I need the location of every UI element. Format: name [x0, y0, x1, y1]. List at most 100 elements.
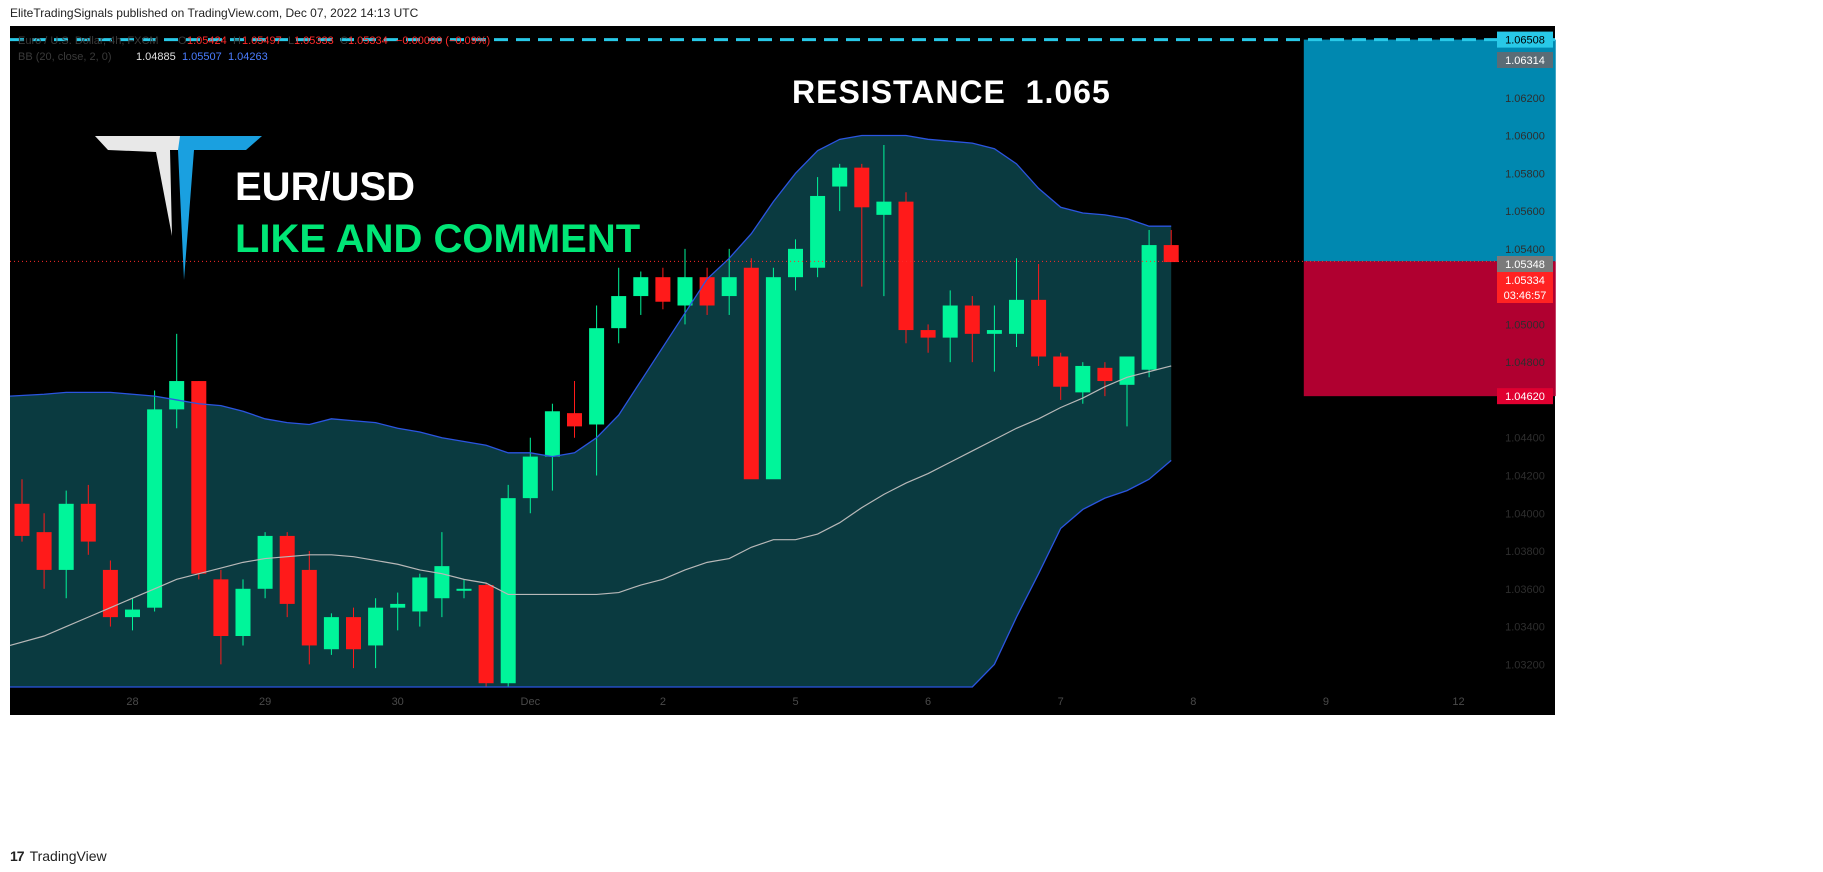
candle-body — [235, 588, 251, 637]
time-tick-label: 9 — [1323, 696, 1329, 708]
candle-body — [301, 569, 317, 646]
bollinger-upper-line — [9, 134, 1172, 458]
candle-body — [986, 330, 1002, 334]
legend-change: −0.00090 (−0.09%) — [396, 35, 490, 47]
legend-c-label: C — [340, 35, 348, 47]
legend-o-label: O — [178, 35, 187, 47]
price-tag-top-bg — [1497, 52, 1553, 68]
candle-body — [213, 579, 229, 637]
candle-body — [611, 296, 627, 329]
legend-bb-lower: 1.04263 — [228, 51, 268, 63]
publish-line: EliteTradingSignals published on Trading… — [10, 6, 419, 20]
time-tick-label: 28 — [126, 696, 138, 708]
candle-body — [942, 305, 958, 338]
price-tick-label: 1.03600 — [1505, 584, 1545, 596]
legend-bb-label: BB (20, close, 2, 0) — [18, 51, 112, 63]
legend-ohlc: O 1.05424 H 1.05497 L 1.05333 C 1.05334 … — [178, 35, 490, 47]
price-tick-label: 1.06200 — [1505, 93, 1545, 105]
price-tag-upper: 1.05348 — [1505, 259, 1545, 271]
candle-body — [102, 569, 118, 618]
target-zone — [1303, 39, 1556, 262]
time-tick-label: 30 — [392, 696, 404, 708]
candle-body — [810, 195, 826, 268]
price-tick-label: 1.05400 — [1505, 244, 1545, 256]
tradingview-logo-icon: 17 — [10, 848, 25, 864]
candle-body — [456, 588, 472, 591]
price-tag-countdown-bg — [1497, 287, 1553, 303]
time-tick-label: 5 — [792, 696, 798, 708]
candle-body — [699, 277, 715, 306]
price-tick-label: 1.04800 — [1505, 357, 1545, 369]
resistance-label: RESISTANCE 1.065 — [792, 74, 1111, 110]
candle-body — [788, 248, 803, 278]
cta-label: LIKE AND COMMENT — [235, 217, 640, 261]
price-tick-label: 1.06000 — [1505, 131, 1545, 143]
candle-body — [1053, 356, 1069, 387]
pair-label: EUR/USD — [235, 165, 415, 209]
candle-body — [500, 498, 516, 684]
candle-body — [964, 305, 980, 334]
legend-symbol: Euro / U.S. Dollar, 4h, FXCM — [18, 35, 159, 47]
candle-body — [478, 585, 494, 684]
legend-l-value: 1.05333 — [294, 35, 334, 47]
price-tag-stop-bg — [1497, 388, 1553, 405]
price-tag-resistance: 1.06508 — [1505, 35, 1545, 47]
candle-body — [368, 607, 384, 646]
footer: 17 TradingView — [10, 848, 107, 864]
price-tick-label: 1.05600 — [1505, 206, 1545, 218]
candle-body — [920, 330, 936, 338]
candle-body — [633, 277, 649, 297]
candle-body — [36, 532, 52, 570]
footer-brand: TradingView — [29, 848, 107, 864]
legend-bb-upper: 1.05507 — [182, 51, 222, 63]
bollinger-band-fill — [10, 135, 1172, 688]
time-tick-label: 7 — [1058, 696, 1064, 708]
price-tag-last: 1.05334 — [1505, 275, 1545, 287]
price-tag-stop: 1.04620 — [1505, 391, 1545, 403]
price-tag-last-bg — [1497, 272, 1553, 288]
candle-body — [390, 603, 406, 608]
candle-body — [743, 267, 759, 480]
candle-body — [655, 277, 671, 302]
candle-body — [279, 535, 295, 604]
candle-body — [1097, 367, 1113, 382]
legend-o-value: 1.05424 — [187, 35, 227, 47]
price-tag-resistance-bg — [1497, 31, 1553, 48]
price-tick-label: 1.05000 — [1505, 319, 1545, 331]
bollinger-basis-line — [9, 365, 1172, 647]
candle-body — [898, 201, 914, 331]
candle-body — [854, 167, 870, 208]
candle-body — [58, 503, 74, 570]
candle-body — [765, 277, 781, 480]
candle-body — [544, 411, 560, 457]
candle-body — [1163, 245, 1179, 263]
candle-body — [191, 381, 207, 574]
brand-logo — [95, 136, 262, 280]
candle-body — [1119, 356, 1135, 385]
price-tick-label: 1.05800 — [1505, 168, 1545, 180]
candle-body — [876, 201, 892, 215]
candle-body — [412, 577, 428, 612]
price-tick-label: 1.03200 — [1505, 659, 1545, 671]
candle-body — [323, 617, 339, 650]
candle-body — [677, 277, 693, 306]
candle-body — [1075, 365, 1091, 393]
candle-body — [346, 617, 361, 650]
bollinger-lower-line — [10, 459, 1172, 688]
price-tag-countdown: 03:46:57 — [1504, 290, 1547, 302]
time-tick-label: 29 — [259, 696, 271, 708]
price-tick-label: 1.04200 — [1505, 470, 1545, 482]
candle-body — [589, 328, 605, 425]
time-tick-label: 2 — [660, 696, 666, 708]
time-tick-label: Dec — [521, 696, 541, 708]
candle-body — [14, 503, 30, 536]
time-tick-label: 6 — [925, 696, 931, 708]
price-tick-label: 1.03400 — [1505, 622, 1545, 634]
candle-body — [169, 381, 185, 410]
candle-body — [567, 413, 582, 427]
price-tag-upper-bg — [1497, 256, 1553, 272]
price-tick-label: 1.04000 — [1505, 508, 1545, 520]
candle-body — [80, 503, 96, 542]
legend-c-value: 1.05334 — [348, 35, 388, 47]
